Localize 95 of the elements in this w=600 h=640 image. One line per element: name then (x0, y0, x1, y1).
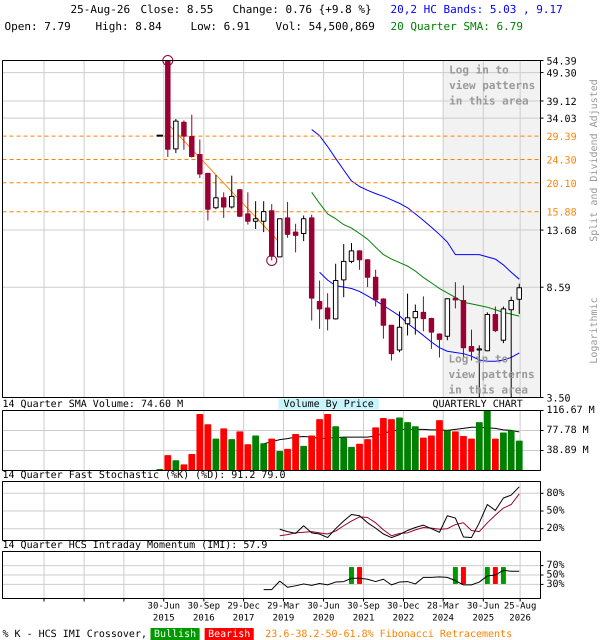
legend-title: % K - HCS IMI Crossover, (2, 629, 147, 640)
x-tick-label: 28-Mar 2024 (426, 602, 460, 624)
text: Bullish (154, 629, 196, 640)
bar (164, 455, 172, 471)
bar (172, 460, 180, 471)
candlestick (492, 306, 498, 333)
candlestick (229, 175, 234, 210)
candlestick (292, 223, 298, 253)
candlestick (260, 200, 266, 233)
candlestick (396, 310, 402, 353)
candlestick (300, 215, 306, 242)
candlestick (252, 200, 258, 230)
candlestick (516, 283, 522, 314)
y-tick-label: 77.78 M (546, 425, 589, 436)
text: Close: 8.55 (140, 3, 214, 16)
candlestick (324, 292, 330, 331)
y-tick-label: 80% (546, 488, 565, 499)
text: High: 8.84 (96, 20, 162, 33)
y-tick-label: 3.50 (546, 394, 571, 404)
text: Split and Dividend Adjusted (589, 79, 600, 242)
bar (220, 428, 228, 471)
ref-line-label: 29.39 (546, 132, 577, 144)
y-tick-label: 50% (546, 570, 565, 580)
bar (444, 430, 451, 471)
candlestick (372, 269, 378, 308)
text: 25-Aug-26 (70, 3, 130, 16)
candlestick (468, 329, 474, 362)
y-tick-label: 30% (546, 578, 565, 590)
candlestick (189, 114, 195, 158)
y-tick-label: 8.59 (546, 283, 571, 294)
text: Change: 0.76 {+9.8 %} (232, 3, 372, 16)
candlestick (420, 296, 426, 332)
candlestick (348, 242, 354, 264)
y-tick-label: 54.39 (546, 56, 577, 68)
line-series (279, 493, 520, 536)
bar (212, 438, 220, 471)
candlestick (404, 293, 410, 336)
x-tick-label: 29-Mar 2019 (267, 602, 300, 624)
annotation: Log in to view patterns in this area (449, 64, 536, 108)
x-tick-label: 29-Dec 2017 (227, 602, 260, 624)
y-tick-label: 116.67 M (546, 405, 595, 416)
candlestick (452, 282, 458, 309)
x-tick-label: 30-Sep 2021 (347, 602, 380, 624)
candlestick (356, 250, 362, 270)
candlestick (364, 258, 370, 288)
x-tick-label: 30-Jun 2015 (148, 602, 180, 624)
text: QUARTERLY CHART (432, 399, 523, 410)
text: 20,2 HC Bands: 5.03 , 9.17 (390, 3, 563, 16)
line-series (311, 129, 520, 280)
bar (300, 446, 308, 471)
candlestick (428, 317, 434, 350)
candlestick (245, 192, 251, 226)
candlestick (284, 201, 290, 238)
y-tick-label: 13.68 (546, 226, 577, 238)
bar (492, 438, 499, 471)
x-tick-label: 30-Dec 2022 (387, 602, 420, 624)
line-series (311, 192, 520, 317)
text: 20 Quarter SMA: 6.79 (390, 20, 523, 33)
y-tick-label: 50% (546, 506, 565, 516)
ref-line-label: 15.88 (546, 208, 577, 219)
y-tick-label: 70% (546, 560, 565, 572)
text: Vol: 54,500,869 (276, 20, 375, 33)
y-tick-label: 38.89 M (546, 445, 589, 456)
x-tick-label: 30-Jun 2025 (467, 602, 500, 624)
text: Low: 6.91 (190, 20, 250, 33)
candlestick (220, 192, 226, 218)
text: Open: 7.79 (4, 20, 71, 33)
candlestick (340, 244, 346, 298)
y-tick-label: 39.12 (546, 96, 577, 108)
candlestick (181, 120, 187, 150)
bar (228, 439, 236, 471)
ref-line-label: 20.10 (546, 178, 577, 190)
bar (276, 450, 284, 471)
y-tick-label: 49.30 (546, 68, 577, 80)
y-tick-label: 20% (546, 523, 565, 534)
ref-line-label: 24.30 (546, 155, 577, 166)
x-tick-label: 25-Aug 2026 (504, 602, 536, 624)
text: Volume By Price (284, 399, 374, 410)
chart-title: 14 Quarter HCS Intraday Momentum (IMI): 57.9 (2, 540, 268, 551)
y-tick-label: 34.03 (546, 114, 577, 126)
bar (268, 438, 276, 471)
x-tick-label: 30-Jun 2020 (307, 602, 340, 624)
text: Logarithmic (589, 297, 600, 364)
candlestick (316, 280, 322, 330)
x-tick-label: 30-Sep 2016 (188, 602, 220, 624)
candlestick (213, 174, 219, 210)
candlestick (436, 332, 442, 358)
line-series (279, 486, 520, 538)
candlestick (412, 304, 418, 336)
text: Bearish (208, 629, 250, 640)
chart-title: 14 Quarter SMA Volume: 74.60 M (2, 399, 184, 410)
chart-title: 14 Quarter Fast Stochastic (%K) (%D): 91.2 79.0 (2, 470, 286, 481)
line-series (263, 570, 520, 590)
candlestick (197, 138, 203, 178)
text: 23.6-38.2-50-61.8% Fibonacci Retracements (265, 629, 512, 640)
